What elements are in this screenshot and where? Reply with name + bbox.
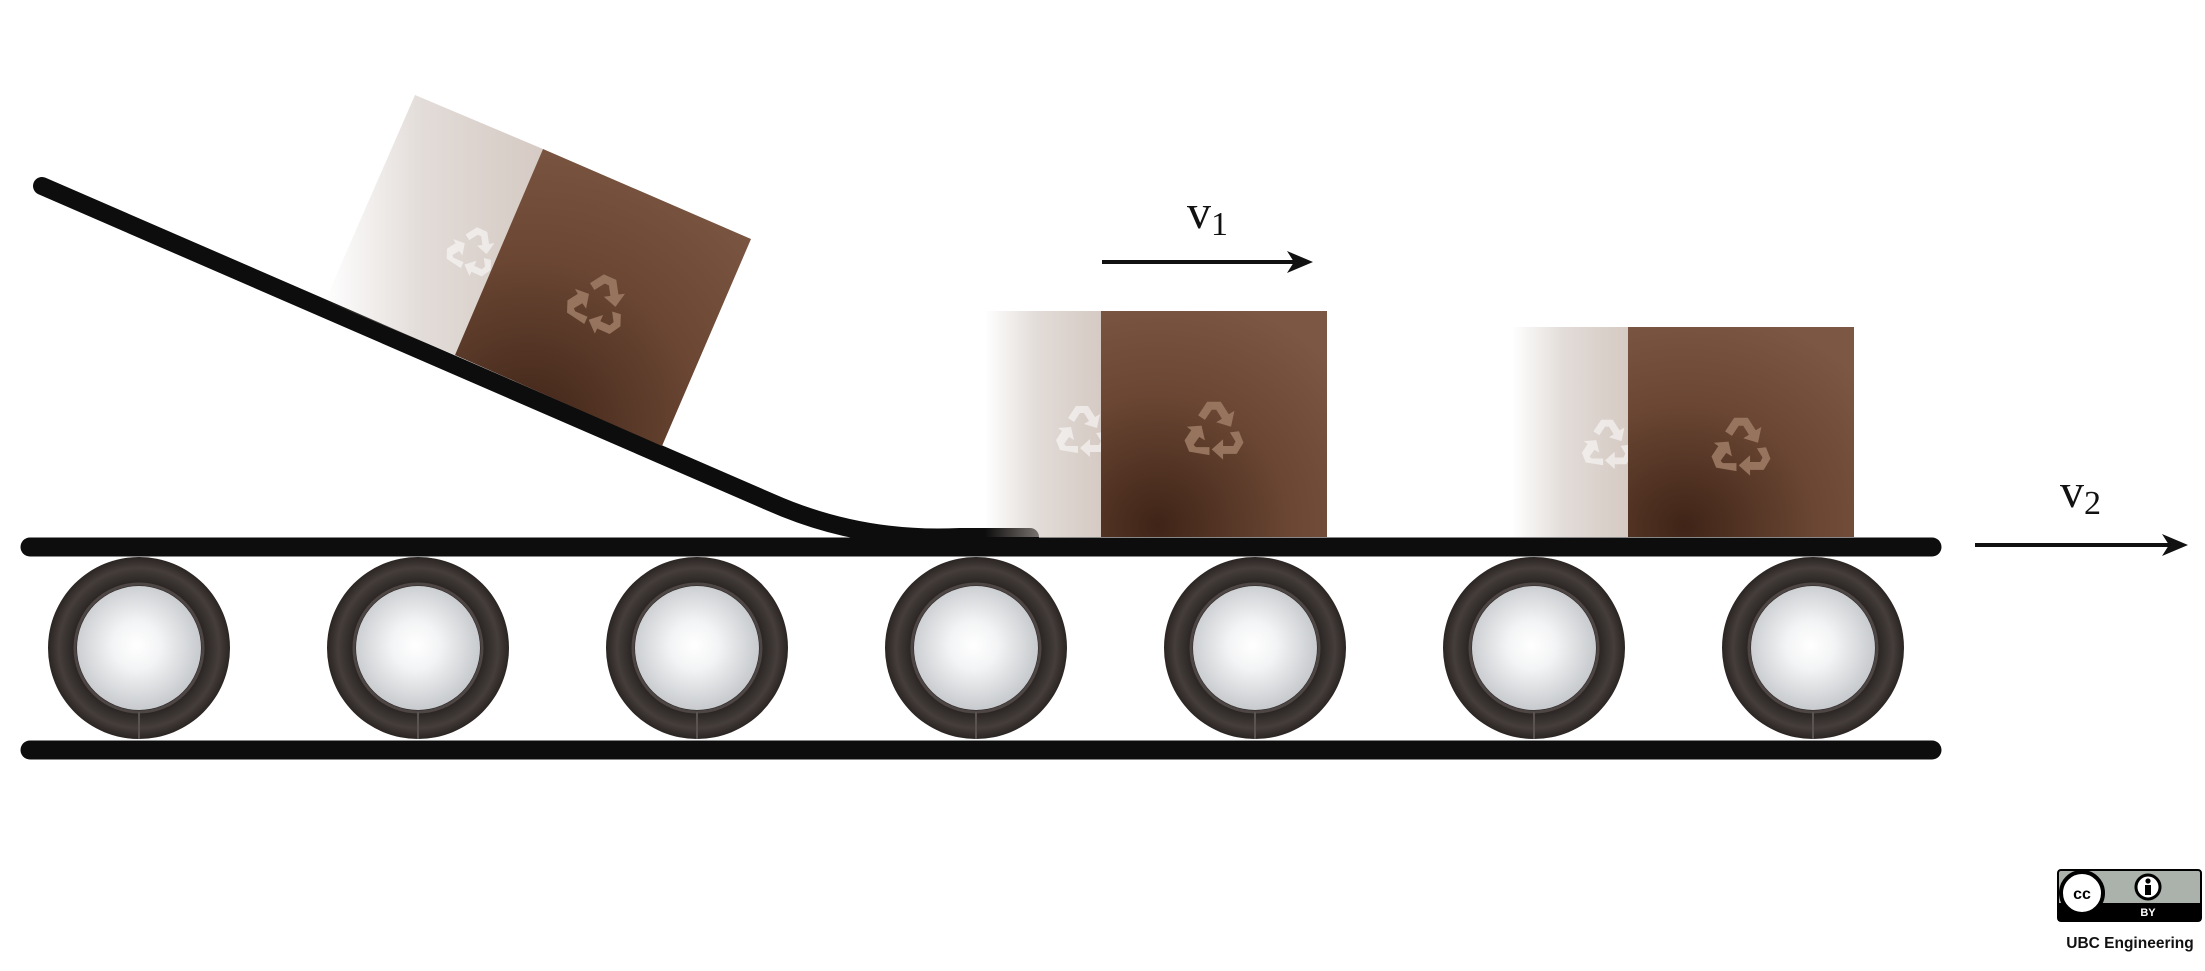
- roller-hub: [1751, 586, 1875, 710]
- box-middle: [985, 311, 1327, 537]
- roller: [1722, 557, 1904, 739]
- box-body: [1101, 311, 1327, 537]
- roller: [1443, 557, 1625, 739]
- box-on-incline: [325, 95, 751, 446]
- roller: [606, 557, 788, 739]
- arrowhead-icon: [2162, 534, 2188, 556]
- velocity-v2: v2: [1975, 465, 2188, 556]
- roller-hub: [914, 586, 1038, 710]
- box-body: [455, 149, 751, 446]
- svg-text:BY: BY: [2140, 907, 2156, 919]
- roller-hub: [1472, 586, 1596, 710]
- cc-license-icon: cc: [2059, 870, 2105, 916]
- roller-hub: [77, 586, 201, 710]
- motion-trail: [1512, 327, 1628, 537]
- attribution-icon: [2134, 873, 2162, 901]
- motion-trail: [985, 311, 1101, 537]
- box-right: [1512, 327, 1854, 537]
- incline-chute: [33, 177, 1039, 547]
- roller-hub: [1193, 586, 1317, 710]
- roller: [885, 557, 1067, 739]
- cc-by-license-badge: cc BY: [2057, 869, 2202, 922]
- svg-text:cc: cc: [2073, 886, 2091, 903]
- rollers: [48, 557, 1904, 739]
- credit-text: UBC Engineering: [2066, 935, 2193, 952]
- velocity-v2-label: v2: [2060, 465, 2101, 522]
- velocity-v1: v1: [1102, 186, 1313, 273]
- velocity-v1-label: v1: [1187, 186, 1228, 243]
- motion-trail: [325, 95, 543, 355]
- box-body: [1628, 327, 1854, 537]
- roller: [48, 557, 230, 739]
- roller-hub: [635, 586, 759, 710]
- roller: [327, 557, 509, 739]
- roller: [1164, 557, 1346, 739]
- roller-hub: [356, 586, 480, 710]
- arrowhead-icon: [1287, 251, 1313, 273]
